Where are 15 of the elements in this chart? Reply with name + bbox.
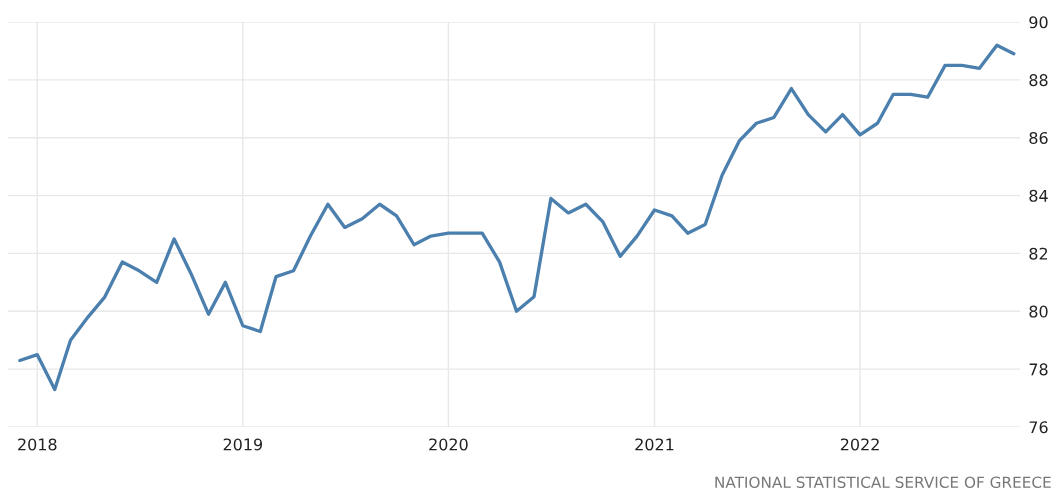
y-tick-label: 86 (1029, 131, 1048, 145)
text: NATIONAL STATISTICAL SERVICE OF GREECE (715, 476, 1051, 489)
x-tick-label: 2019 (223, 438, 263, 451)
y-tick-label: 88 (1029, 74, 1048, 87)
y-tick-label: 80 (1029, 305, 1048, 318)
y-tick-label: 82 (1029, 247, 1048, 260)
x-tick-label: 2020 (429, 438, 468, 451)
y-tick-label: 76 (1029, 421, 1048, 434)
x-tick-label: 2021 (635, 438, 674, 451)
y-tick-label: 84 (1029, 189, 1048, 202)
line-series (18, 43, 1016, 392)
x-tick-label: 2022 (840, 438, 879, 451)
x-tick-label: 2018 (18, 438, 57, 451)
y-tick-label: 90 (1029, 16, 1048, 29)
y-tick-label: 78 (1029, 363, 1048, 376)
